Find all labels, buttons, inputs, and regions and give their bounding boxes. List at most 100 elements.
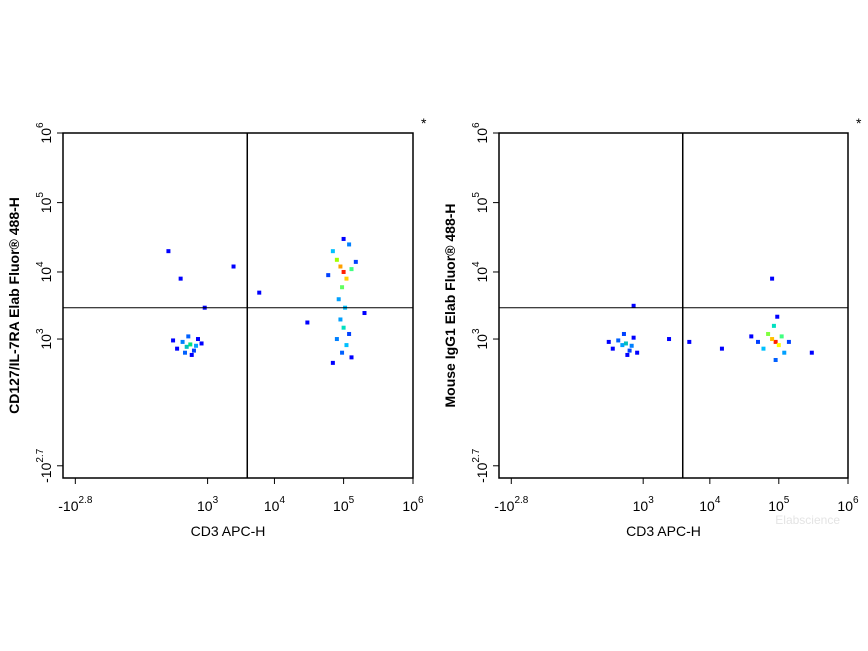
scatter-points xyxy=(606,276,814,362)
event-dot xyxy=(341,269,346,274)
event-dot xyxy=(353,259,358,264)
event-dot xyxy=(631,335,636,340)
event-dot xyxy=(180,339,185,344)
scatter-points xyxy=(166,236,367,365)
event-dot xyxy=(349,267,354,272)
event-dot xyxy=(629,343,634,348)
event-dot xyxy=(184,344,189,349)
x-tick-label: 105 xyxy=(333,495,355,514)
tick-exponent: 2.8 xyxy=(514,495,528,506)
y-tick-label: 103 xyxy=(471,328,490,350)
event-dot xyxy=(178,276,183,281)
plot-frame xyxy=(498,132,849,479)
tick-base: 10 xyxy=(197,498,213,514)
tick-base: 10 xyxy=(333,498,349,514)
event-dot xyxy=(347,242,352,247)
event-dot xyxy=(770,276,775,281)
tick-base: 10 xyxy=(474,128,490,144)
tick-exponent: 5 xyxy=(471,192,482,198)
event-dot xyxy=(340,350,345,355)
event-dot xyxy=(771,323,776,328)
event-dot xyxy=(773,357,778,362)
tick-exponent: 6 xyxy=(418,495,424,506)
x-tick-label: 103 xyxy=(197,495,219,514)
y-tick-label: 106 xyxy=(35,122,54,144)
tick-exponent: 2.7 xyxy=(35,448,46,462)
x-axis-label: CD3 APC-H xyxy=(626,523,701,539)
event-dot xyxy=(186,334,191,339)
event-dot xyxy=(338,264,343,269)
y-axis-label: Mouse IgG1 Elab Fluor® 488-H xyxy=(442,203,458,407)
tick-base: 10 xyxy=(633,498,649,514)
tick-exponent: 4 xyxy=(35,261,46,267)
tick-base: -10 xyxy=(474,462,490,482)
event-dot xyxy=(344,276,349,281)
event-dot xyxy=(625,352,630,357)
event-dot xyxy=(749,334,754,339)
tick-exponent: 2.7 xyxy=(471,448,482,462)
y-tick-label: 105 xyxy=(35,192,54,214)
event-dot xyxy=(171,338,176,343)
plot-frame xyxy=(62,132,414,479)
tick-base: 10 xyxy=(768,498,784,514)
tick-base: 10 xyxy=(474,334,490,350)
x-tick-label: 104 xyxy=(699,495,721,514)
tick-base: 10 xyxy=(402,498,418,514)
event-dot xyxy=(761,346,766,351)
y-tick-label: 103 xyxy=(35,328,54,350)
tick-exponent: 6 xyxy=(853,495,859,506)
event-dot xyxy=(191,348,196,353)
x-tick-label: 104 xyxy=(264,495,286,514)
event-dot xyxy=(231,264,236,269)
x-tick-label: 106 xyxy=(402,495,424,514)
event-dot xyxy=(635,350,640,355)
event-dot xyxy=(779,334,784,339)
event-dot xyxy=(809,350,814,355)
x-tick-label: 105 xyxy=(768,495,790,514)
tick-exponent: 3 xyxy=(648,495,654,506)
event-dot xyxy=(776,343,781,348)
event-dot xyxy=(194,343,199,348)
event-dot xyxy=(782,350,787,355)
event-dot xyxy=(362,311,367,316)
event-dot xyxy=(189,352,194,357)
tick-base: 10 xyxy=(474,197,490,213)
y-axis-label: CD127/IL-7RA Elab Fluor® 488-H xyxy=(6,197,22,414)
tick-exponent: 6 xyxy=(35,122,46,128)
x-tick-label: -102.8 xyxy=(494,495,529,514)
tick-base: 10 xyxy=(38,267,54,283)
event-dot xyxy=(334,337,339,342)
event-dot xyxy=(775,314,780,319)
event-dot xyxy=(338,317,343,322)
tick-base: 10 xyxy=(699,498,715,514)
event-dot xyxy=(183,350,188,355)
tick-base: -10 xyxy=(494,498,514,514)
event-dot xyxy=(330,360,335,365)
tick-exponent: 5 xyxy=(784,495,790,506)
event-dot xyxy=(667,337,672,342)
event-dot xyxy=(610,346,615,351)
x-tick-label: -102.8 xyxy=(58,495,93,514)
tick-base: 10 xyxy=(38,128,54,144)
tick-base: 10 xyxy=(264,498,280,514)
event-dot xyxy=(786,339,791,344)
event-dot xyxy=(326,273,331,278)
event-dot xyxy=(166,249,171,254)
tick-exponent: 2.8 xyxy=(78,495,92,506)
corner-mark: * xyxy=(856,115,862,131)
event-dot xyxy=(330,249,335,254)
event-dot xyxy=(257,290,262,295)
tick-exponent: 4 xyxy=(715,495,721,506)
event-dot xyxy=(341,325,346,330)
x-tick-label: 103 xyxy=(633,495,655,514)
event-dot xyxy=(766,331,771,336)
event-dot xyxy=(347,331,352,336)
y-tick-label: 104 xyxy=(471,261,490,283)
event-dot xyxy=(340,285,345,290)
tick-exponent: 6 xyxy=(471,122,482,128)
event-dot xyxy=(627,348,632,353)
tick-exponent: 3 xyxy=(35,328,46,334)
y-tick-label: 106 xyxy=(471,122,490,144)
tick-exponent: 4 xyxy=(471,261,482,267)
